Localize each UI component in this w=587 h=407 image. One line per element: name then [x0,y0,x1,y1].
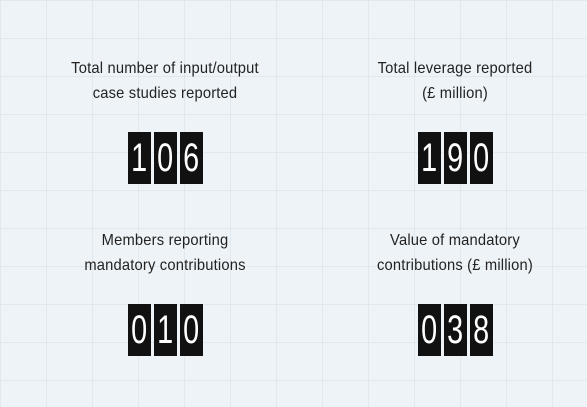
digit: 0 [420,308,438,352]
digit: 1 [130,136,148,180]
digit-box: 0 [469,132,493,184]
digit-box: 1 [417,132,441,184]
digit: 3 [446,308,464,352]
label-line: contributions (£ million) [377,257,533,274]
label-line: (£ million) [422,85,488,102]
stat-label: Total leverage reported (£ million) [310,56,587,106]
label-line: Total leverage reported [377,60,533,77]
digit-box: 0 [417,304,441,356]
digit-box: 0 [127,304,151,356]
label-line: Value of mandatory [390,232,520,249]
digit: 6 [182,136,200,180]
stat-panel: Value of mandatory contributions (£ milli… [310,228,587,356]
digit: 9 [446,136,464,180]
stat-panel: Members reporting mandatory contributions… [20,228,310,356]
digit: 1 [156,308,174,352]
digit: 0 [472,136,490,180]
stat-label: Total number of input/output case studies… [20,56,310,106]
label-line: mandatory contributions [84,257,246,274]
digit-box: 1 [127,132,151,184]
digit-box: 9 [443,132,467,184]
digit-box: 0 [153,132,177,184]
stat-label: Members reporting mandatory contributions [20,228,310,278]
stat-panel: Total leverage reported (£ million) 1 9 0 [310,56,587,184]
stat-panel: Total number of input/output case studies… [20,56,310,184]
digit-box: 8 [469,304,493,356]
digit-box: 6 [179,132,203,184]
label-line: case studies reported [92,85,238,102]
digit-box: 1 [153,304,177,356]
digit: 0 [130,308,148,352]
digit-box: 0 [179,304,203,356]
digit: 1 [420,136,438,180]
digit: 0 [182,308,200,352]
digit-box: 3 [443,304,467,356]
label-line: Members reporting [101,232,229,249]
stat-label: Value of mandatory contributions (£ milli… [310,228,587,278]
label-line: Total number of input/output [71,60,259,77]
digit: 0 [156,136,174,180]
digit: 8 [472,308,490,352]
